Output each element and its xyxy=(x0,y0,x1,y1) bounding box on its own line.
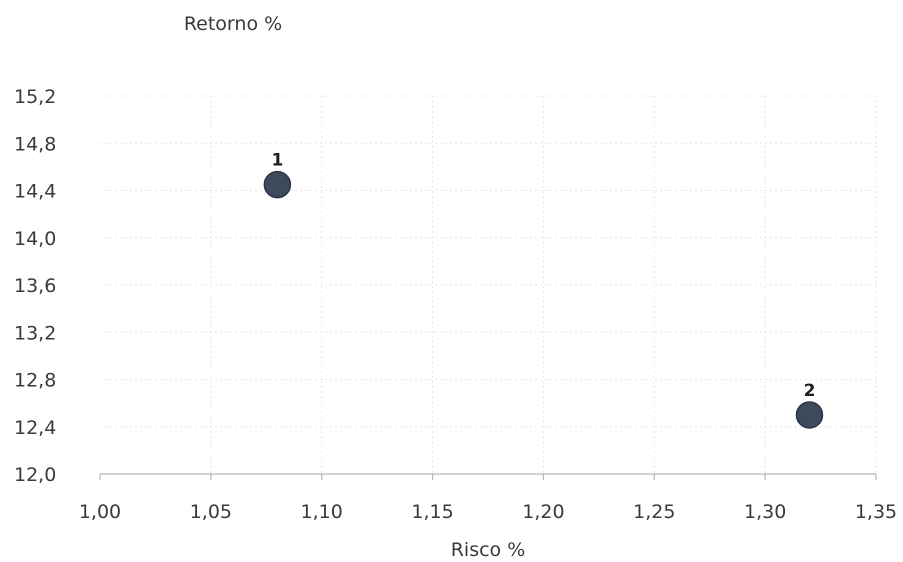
data-point-1 xyxy=(263,170,292,199)
x-tick-label: 1,00 xyxy=(79,501,121,523)
y-tick-label: 13,2 xyxy=(14,322,56,344)
data-point-label: 1 xyxy=(271,151,283,171)
y-tick-label: 12,4 xyxy=(14,417,56,439)
x-tick-label: 1,25 xyxy=(633,501,675,523)
y-tick-label: 14,8 xyxy=(14,133,56,155)
y-tick-label: 15,2 xyxy=(14,86,56,108)
y-tick-label: 12,8 xyxy=(14,370,56,392)
y-tick-label: 14,0 xyxy=(14,228,56,250)
x-tick-label: 1,35 xyxy=(855,501,897,523)
data-point-2 xyxy=(795,401,824,429)
x-tick-label: 1,20 xyxy=(522,501,564,523)
y-tick-label: 12,0 xyxy=(14,464,56,486)
tick-labels: 12,0 12,4 12,8 13,2 13,6 14,0 14,4 14,8 15,2 1,00… xyxy=(14,86,897,523)
x-tick-label: 1,15 xyxy=(411,501,453,523)
data-points: 12 xyxy=(263,151,824,429)
axes xyxy=(99,473,877,480)
grid xyxy=(100,95,877,474)
x-tick-label: 1,30 xyxy=(744,501,786,523)
data-point-label: 2 xyxy=(804,381,816,401)
y-tick-label: 14,4 xyxy=(14,181,56,203)
x-tick-label: 1,05 xyxy=(190,501,232,523)
y-tick-label: 13,6 xyxy=(14,275,56,297)
y-axis-title: Retorno % xyxy=(184,13,282,35)
x-tick-label: 1,10 xyxy=(301,501,343,523)
x-axis-title: Risco % xyxy=(451,539,526,561)
